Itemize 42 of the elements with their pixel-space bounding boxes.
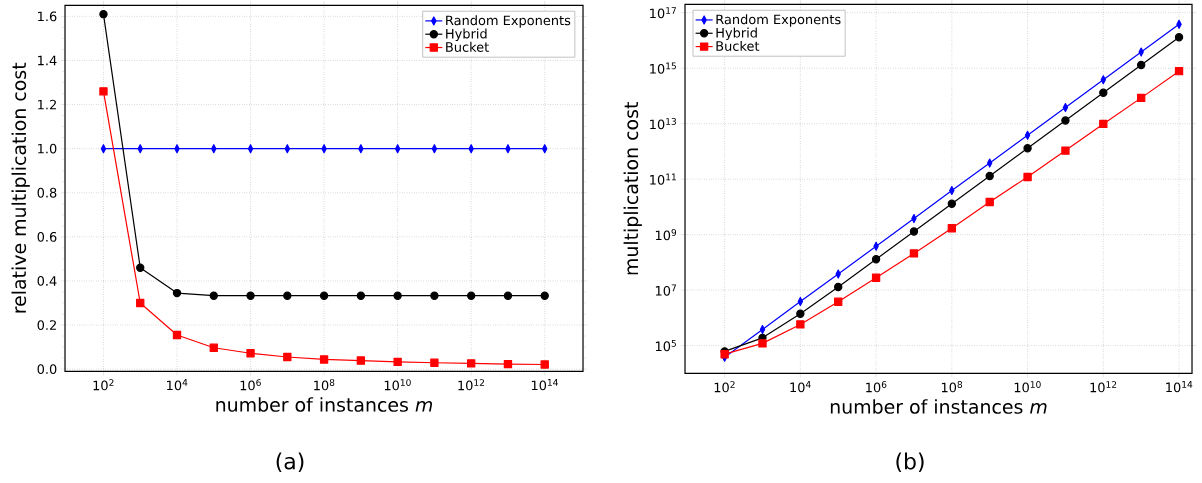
- y-tick-label: 10$^{9}$: [655, 228, 677, 241]
- y-tick-label: 10$^{13}$: [650, 117, 677, 130]
- y-tick-label: 0.8: [37, 187, 57, 198]
- x-tick-label: 10$^{12}$: [458, 378, 485, 391]
- x-tick-label: 10$^{4}$: [790, 380, 811, 393]
- x-tick-label: 10$^{6}$: [866, 380, 887, 393]
- legend-label: Bucket: [716, 40, 760, 51]
- y-axis-title: relative multiplication cost: [11, 62, 30, 313]
- y-tick-label: 10$^{7}$: [655, 284, 676, 296]
- text: (b): [896, 452, 924, 472]
- y-tick-label: 10$^{15}$: [650, 62, 676, 74]
- legend-label: Random Exponents: [446, 15, 571, 28]
- y-tick-label: 0.2: [37, 319, 56, 330]
- x-tick-label: 10$^{8}$: [941, 380, 963, 393]
- text: (a): [276, 452, 304, 472]
- legend-label: Bucket: [446, 41, 489, 52]
- y-tick-label: 10$^{17}$: [650, 6, 676, 19]
- y-axis-title: multiplication cost: [623, 101, 642, 275]
- y-tick-label: 0.6: [37, 231, 57, 242]
- x-tick-label: 10$^{6}$: [240, 378, 261, 391]
- y-tick-label: 1.4: [38, 55, 57, 66]
- x-axis-title: number of instances m: [216, 397, 433, 412]
- x-tick-label: 10$^{10}$: [384, 378, 411, 391]
- y-tick-label: 0.4: [37, 275, 57, 286]
- x-tick-label: 10$^{10}$: [1014, 380, 1041, 393]
- x-tick-label: 10$^{4}$: [167, 378, 188, 391]
- legend-label: Random Exponents: [716, 14, 841, 27]
- x-axis-title: number of instances m: [830, 399, 1047, 414]
- y-tick-label: 10$^{11}$: [650, 173, 676, 185]
- legend-label: Hybrid: [716, 27, 757, 40]
- x-tick-label: 10$^{14}$: [531, 378, 558, 391]
- legend-label: Hybrid: [446, 28, 487, 41]
- x-tick-label: 10$^{14}$: [1166, 380, 1193, 393]
- y-tick-label: 1.0: [38, 143, 57, 154]
- x-tick-label: 10$^{8}$: [314, 378, 335, 391]
- x-tick-label: 10$^{2}$: [93, 378, 114, 391]
- y-tick-label: 1.6: [38, 11, 57, 22]
- y-tick-label: 10$^{5}$: [655, 339, 676, 351]
- y-tick-label: 0.0: [37, 364, 57, 374]
- x-tick-label: 10$^{2}$: [714, 380, 735, 393]
- y-tick-label: 1.2: [38, 99, 56, 110]
- x-tick-label: 10$^{12}$: [1090, 380, 1117, 393]
